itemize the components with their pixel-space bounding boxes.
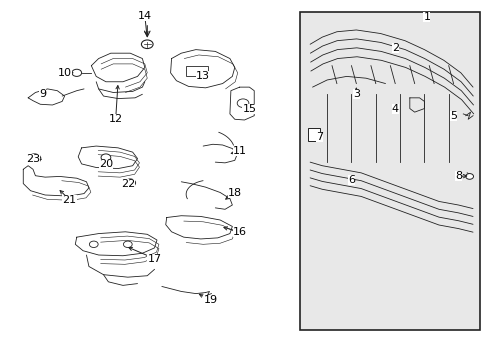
- Text: 19: 19: [203, 295, 217, 305]
- Circle shape: [89, 241, 98, 248]
- Text: 11: 11: [232, 147, 246, 157]
- Text: 2: 2: [391, 43, 398, 53]
- Bar: [307, 128, 319, 141]
- Circle shape: [101, 154, 111, 161]
- Text: 4: 4: [391, 104, 398, 113]
- Text: 9: 9: [39, 89, 46, 99]
- Text: 13: 13: [196, 71, 210, 81]
- Circle shape: [124, 179, 135, 187]
- Text: 16: 16: [232, 227, 246, 237]
- Text: 5: 5: [449, 111, 456, 121]
- Text: 12: 12: [108, 114, 122, 124]
- Text: 22: 22: [121, 179, 135, 189]
- Bar: [186, 66, 207, 76]
- Text: 20: 20: [99, 159, 113, 169]
- Text: 3: 3: [352, 89, 359, 99]
- Text: 21: 21: [62, 195, 76, 204]
- Text: 7: 7: [316, 132, 323, 142]
- Circle shape: [237, 99, 248, 108]
- Text: 8: 8: [454, 171, 461, 181]
- Text: 15: 15: [242, 104, 256, 113]
- Circle shape: [123, 241, 132, 248]
- Text: 14: 14: [138, 11, 152, 21]
- FancyBboxPatch shape: [300, 12, 479, 330]
- Circle shape: [465, 174, 472, 179]
- Text: 18: 18: [227, 188, 242, 198]
- Text: 17: 17: [147, 253, 161, 264]
- Circle shape: [141, 40, 153, 49]
- Text: 10: 10: [58, 68, 71, 78]
- Circle shape: [28, 154, 41, 163]
- Text: 6: 6: [347, 175, 354, 185]
- Text: 1: 1: [423, 13, 429, 22]
- Text: 23: 23: [26, 154, 40, 163]
- Circle shape: [72, 69, 81, 76]
